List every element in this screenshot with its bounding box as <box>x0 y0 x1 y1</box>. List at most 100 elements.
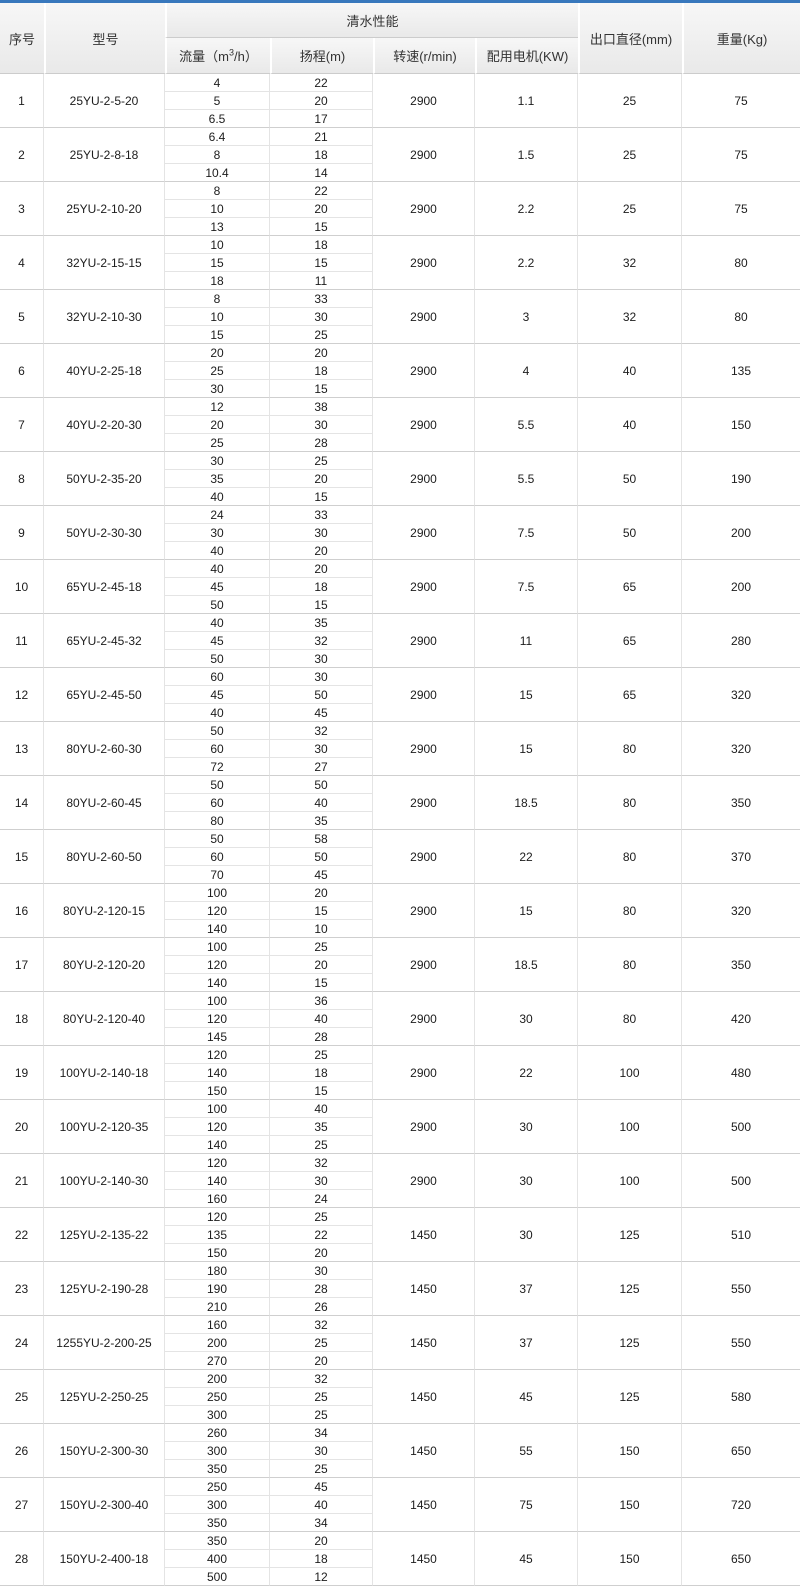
head-cell: 50 <box>270 686 373 704</box>
speed-cell: 1450 <box>373 1208 475 1262</box>
flow-header-superscript: 3 <box>228 47 234 58</box>
head-cell: 15 <box>270 254 373 272</box>
table-row: 27 150YU-2-300-40 250 45 1450 75 150 720 <box>0 1478 800 1532</box>
weight-cell: 150 <box>682 398 800 452</box>
weight-cell: 80 <box>682 290 800 344</box>
head-cell: 28 <box>270 434 373 452</box>
head-cell: 30 <box>270 740 373 758</box>
weight-cell: 650 <box>682 1424 800 1478</box>
outlet-diameter-cell: 80 <box>578 992 683 1046</box>
weight-cell: 550 <box>682 1316 800 1370</box>
table-subrow: 135 22 <box>0 1226 800 1244</box>
head-cell: 26 <box>270 1298 373 1316</box>
weight-cell: 500 <box>682 1100 800 1154</box>
flow-cell: 160 <box>165 1190 270 1208</box>
flow-cell: 40 <box>165 542 270 560</box>
table-row: 19 100YU-2-140-18 120 25 2900 22 100 480 <box>0 1046 800 1100</box>
table-subrow: 15 25 <box>0 326 800 344</box>
serial-cell: 25 <box>0 1370 44 1424</box>
flow-cell: 40 <box>165 614 270 632</box>
flow-header-text-suffix: /h） <box>234 49 258 64</box>
serial-cell: 20 <box>0 1100 44 1154</box>
table-subrow: 140 25 <box>0 1136 800 1154</box>
model-cell: 50YU-2-35-20 <box>44 452 165 506</box>
model-cell: 150YU-2-300-30 <box>44 1424 165 1478</box>
table-subrow: 8 18 <box>0 146 800 164</box>
flow-cell: 140 <box>165 920 270 938</box>
flow-cell: 50 <box>165 596 270 614</box>
flow-cell: 180 <box>165 1262 270 1280</box>
table-subrow: 25 28 <box>0 434 800 452</box>
motor-power-cell: 5.5 <box>475 452 579 506</box>
serial-cell: 13 <box>0 722 44 776</box>
speed-cell: 1450 <box>373 1532 475 1586</box>
head-cell: 34 <box>270 1424 373 1442</box>
head-cell: 58 <box>270 830 373 848</box>
serial-cell: 16 <box>0 884 44 938</box>
table-row: 12 65YU-2-45-50 60 30 2900 15 65 320 <box>0 668 800 722</box>
head-cell: 20 <box>270 1244 373 1262</box>
outlet-diameter-cell: 80 <box>578 938 683 992</box>
head-cell: 15 <box>270 218 373 236</box>
table-subrow: 15 15 <box>0 254 800 272</box>
speed-cell: 2900 <box>373 344 475 398</box>
weight-cell: 350 <box>682 776 800 830</box>
flow-cell: 500 <box>165 1568 270 1586</box>
table-row: 7 40YU-2-20-30 12 38 2900 5.5 40 150 <box>0 398 800 452</box>
flow-cell: 145 <box>165 1028 270 1046</box>
pump-spec-table: 序号 型号 清水性能 出口直径(mm) 重量(Kg) 流量（m3/h） 扬程(m… <box>0 3 800 1586</box>
weight-cell: 320 <box>682 722 800 776</box>
head-cell: 18 <box>270 236 373 254</box>
flow-cell: 80 <box>165 812 270 830</box>
outlet-diameter-cell: 100 <box>578 1100 683 1154</box>
flow-cell: 5 <box>165 92 270 110</box>
outlet-diameter-cell: 40 <box>578 344 683 398</box>
model-cell: 32YU-2-15-15 <box>44 236 165 290</box>
head-cell: 40 <box>270 1100 373 1118</box>
table-subrow: 10.4 14 <box>0 164 800 182</box>
weight-cell: 320 <box>682 668 800 722</box>
head-cell: 32 <box>270 722 373 740</box>
table-subrow: 150 20 <box>0 1244 800 1262</box>
table-subrow: 200 25 <box>0 1334 800 1352</box>
table-subrow: 60 40 <box>0 794 800 812</box>
table-subrow: 6.5 17 <box>0 110 800 128</box>
model-cell: 50YU-2-30-30 <box>44 506 165 560</box>
head-cell: 15 <box>270 380 373 398</box>
serial-cell: 5 <box>0 290 44 344</box>
speed-cell: 2900 <box>373 1100 475 1154</box>
model-cell: 40YU-2-25-18 <box>44 344 165 398</box>
table-subrow: 13 15 <box>0 218 800 236</box>
table-subrow: 45 32 <box>0 632 800 650</box>
head-cell: 27 <box>270 758 373 776</box>
flow-cell: 120 <box>165 1046 270 1064</box>
serial-cell: 9 <box>0 506 44 560</box>
motor-power-cell: 45 <box>475 1532 579 1586</box>
table-subrow: 50 15 <box>0 596 800 614</box>
flow-cell: 250 <box>165 1478 270 1496</box>
motor-power-cell: 2.2 <box>475 182 579 236</box>
speed-cell: 2900 <box>373 992 475 1046</box>
table-row: 1 25YU-2-5-20 4 22 2900 1.1 25 75 <box>0 74 800 128</box>
serial-cell: 22 <box>0 1208 44 1262</box>
outlet-diameter-cell: 50 <box>578 452 683 506</box>
table-subrow: 140 10 <box>0 920 800 938</box>
table-subrow: 120 15 <box>0 902 800 920</box>
outlet-diameter-cell: 25 <box>578 128 683 182</box>
flow-cell: 40 <box>165 704 270 722</box>
flow-cell: 18 <box>165 272 270 290</box>
motor-power-cell: 22 <box>475 830 579 884</box>
table-row: 15 80YU-2-60-50 50 58 2900 22 80 370 <box>0 830 800 884</box>
head-cell: 10 <box>270 920 373 938</box>
outlet-diameter-cell: 32 <box>578 290 683 344</box>
head-cell: 18 <box>270 1064 373 1082</box>
table-row: 17 80YU-2-120-20 100 25 2900 18.5 80 350 <box>0 938 800 992</box>
serial-cell: 2 <box>0 128 44 182</box>
model-cell: 80YU-2-60-50 <box>44 830 165 884</box>
flow-cell: 15 <box>165 326 270 344</box>
speed-cell: 2900 <box>373 506 475 560</box>
outlet-diameter-cell: 100 <box>578 1154 683 1208</box>
model-cell: 80YU-2-120-20 <box>44 938 165 992</box>
serial-cell: 19 <box>0 1046 44 1100</box>
outlet-diameter-cell: 65 <box>578 668 683 722</box>
